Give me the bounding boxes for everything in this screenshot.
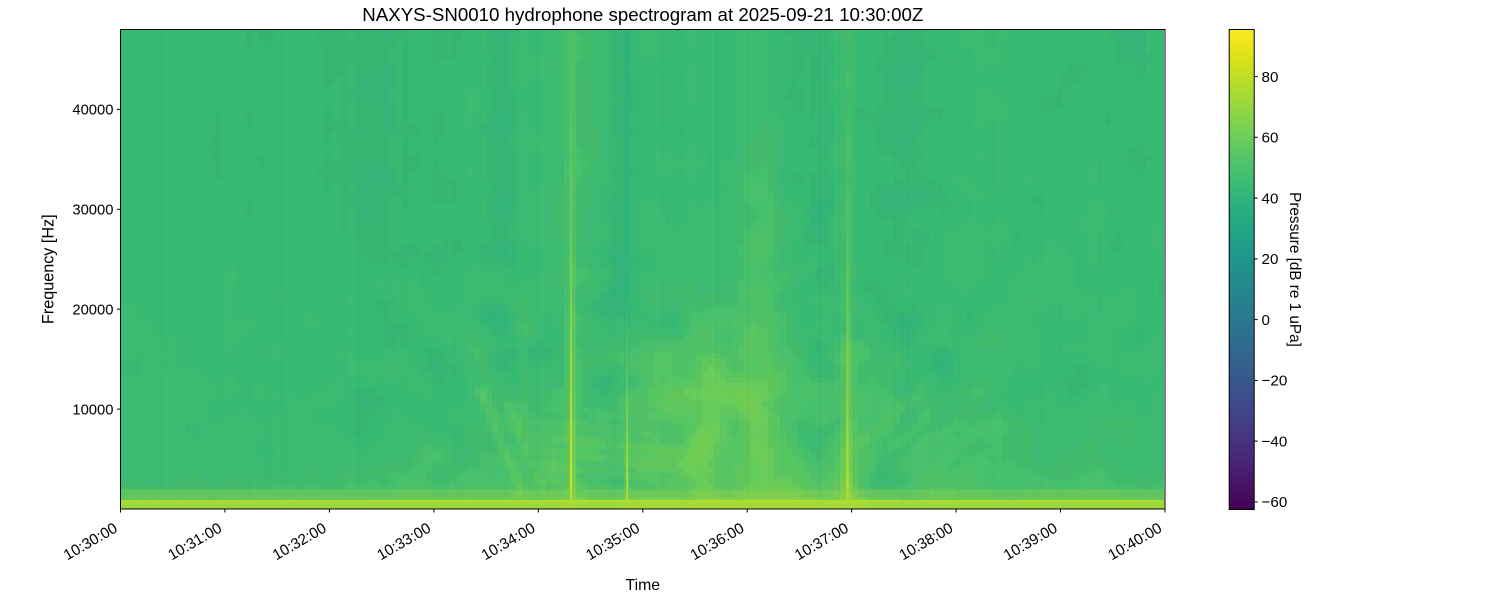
svg-text:10000: 10000: [72, 402, 113, 418]
svg-text:80: 80: [1262, 69, 1279, 86]
svg-text:Frequency [Hz]: Frequency [Hz]: [40, 214, 58, 324]
svg-text:Pressure [dB re 1 uPa]: Pressure [dB re 1 uPa]: [1286, 192, 1303, 347]
svg-text:10:35:00: 10:35:00: [583, 520, 643, 564]
svg-text:10:40:00: 10:40:00: [1105, 520, 1165, 564]
svg-text:10:36:00: 10:36:00: [687, 520, 747, 564]
svg-text:40: 40: [1262, 190, 1279, 207]
svg-text:20: 20: [1262, 251, 1279, 268]
svg-text:−20: −20: [1262, 373, 1288, 390]
svg-text:10:30:00: 10:30:00: [61, 520, 121, 564]
svg-text:−60: −60: [1262, 494, 1288, 511]
svg-text:20000: 20000: [72, 302, 113, 318]
svg-text:10:37:00: 10:37:00: [792, 520, 852, 564]
svg-text:10:34:00: 10:34:00: [479, 520, 539, 564]
svg-text:10:32:00: 10:32:00: [270, 520, 330, 564]
svg-text:Time: Time: [626, 577, 661, 594]
svg-text:60: 60: [1262, 130, 1279, 147]
svg-text:30000: 30000: [72, 203, 113, 219]
svg-text:10:31:00: 10:31:00: [165, 520, 225, 564]
svg-text:10:33:00: 10:33:00: [374, 520, 434, 564]
svg-text:NAXYS-SN0010 hydrophone spectr: NAXYS-SN0010 hydrophone spectrogram at 2…: [362, 4, 923, 25]
svg-text:−40: −40: [1262, 433, 1288, 450]
svg-text:10:38:00: 10:38:00: [896, 520, 956, 564]
svg-text:40000: 40000: [72, 103, 113, 119]
svg-text:10:39:00: 10:39:00: [1001, 520, 1061, 564]
svg-text:0: 0: [1262, 312, 1270, 329]
